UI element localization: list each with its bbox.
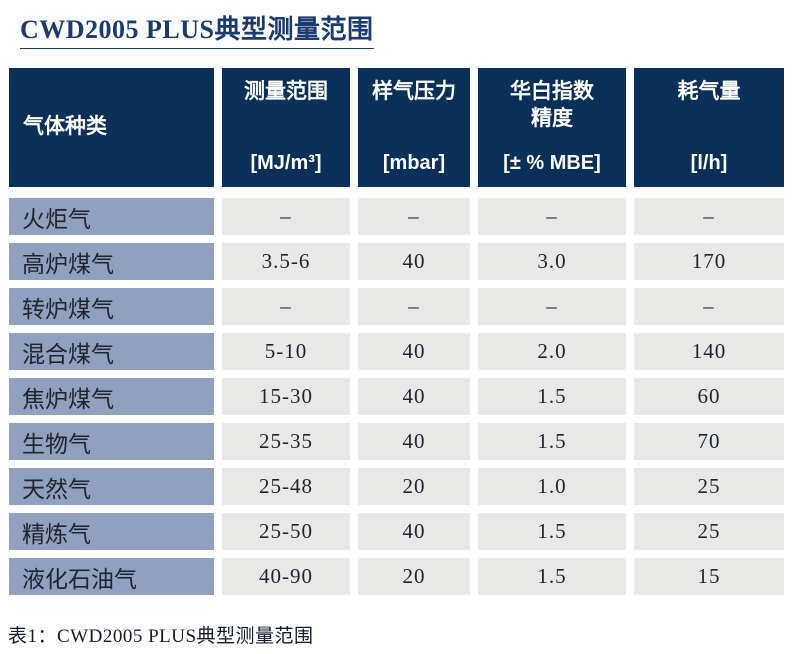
value-cell: – bbox=[222, 198, 350, 235]
col-header-unit: [mbar] bbox=[382, 152, 446, 174]
value-cell: 40 bbox=[358, 513, 470, 550]
value-cell: – bbox=[358, 198, 470, 235]
value-cell: – bbox=[478, 198, 626, 235]
gas-type-cell: 焦炉煤气 bbox=[9, 378, 214, 415]
value-cell: 1.0 bbox=[478, 468, 626, 505]
gas-type-cell: 混合煤气 bbox=[9, 333, 214, 370]
gas-type-cell: 精炼气 bbox=[9, 513, 214, 550]
measurement-table: 气体种类 测量范围 [MJ/m³] 样气压力 [mbar] 华白指数 精度 [±… bbox=[9, 68, 800, 595]
col-header-unit: [l/h] bbox=[690, 152, 728, 174]
table-caption: 表1：CWD2005 PLUS典型测量范围 bbox=[8, 626, 314, 647]
value-cell: 1.5 bbox=[478, 558, 626, 595]
gas-type-cell: 火炬气 bbox=[9, 198, 214, 235]
value-cell: – bbox=[634, 288, 784, 325]
value-cell: 140 bbox=[634, 333, 784, 370]
value-cell: 15-30 bbox=[222, 378, 350, 415]
col-header-label: 样气压力 bbox=[372, 80, 456, 103]
value-cell: 25-50 bbox=[222, 513, 350, 550]
value-cell: 25 bbox=[634, 468, 784, 505]
value-cell: 70 bbox=[634, 423, 784, 460]
col-header-unit: [MJ/m³] bbox=[250, 152, 322, 174]
value-cell: 170 bbox=[634, 243, 784, 280]
value-cell: 40 bbox=[358, 333, 470, 370]
value-cell: – bbox=[478, 288, 626, 325]
col-header-label: 华白指数 精度 bbox=[510, 80, 594, 131]
value-cell: 60 bbox=[634, 378, 784, 415]
col-header-sample-pressure: 样气压力 [mbar] bbox=[358, 68, 470, 187]
gas-type-cell: 液化石油气 bbox=[9, 558, 214, 595]
col-header-label: 测量范围 bbox=[244, 80, 328, 103]
col-header-wobbe-accuracy: 华白指数 精度 [± % MBE] bbox=[478, 68, 626, 187]
value-cell: 25-35 bbox=[222, 423, 350, 460]
col-header-label: 耗气量 bbox=[677, 80, 741, 103]
col-header-measure-range: 测量范围 [MJ/m³] bbox=[222, 68, 350, 187]
value-cell: – bbox=[222, 288, 350, 325]
value-cell: 40 bbox=[358, 378, 470, 415]
value-cell: 1.5 bbox=[478, 423, 626, 460]
value-cell: 25-48 bbox=[222, 468, 350, 505]
col-header-gas-type: 气体种类 bbox=[9, 68, 214, 187]
value-cell: 40 bbox=[358, 243, 470, 280]
value-cell: 3.0 bbox=[478, 243, 626, 280]
value-cell: – bbox=[358, 288, 470, 325]
gas-type-cell: 生物气 bbox=[9, 423, 214, 460]
gas-type-cell: 转炉煤气 bbox=[9, 288, 214, 325]
col-header-label: 气体种类 bbox=[23, 114, 107, 138]
value-cell: 2.0 bbox=[478, 333, 626, 370]
value-cell: 3.5-6 bbox=[222, 243, 350, 280]
gas-type-cell: 高炉煤气 bbox=[9, 243, 214, 280]
col-header-unit: [± % MBE] bbox=[503, 152, 601, 174]
value-cell: 40-90 bbox=[222, 558, 350, 595]
value-cell: 1.5 bbox=[478, 378, 626, 415]
gas-type-cell: 天然气 bbox=[9, 468, 214, 505]
value-cell: 20 bbox=[358, 558, 470, 595]
col-header-gas-consumption: 耗气量 [l/h] bbox=[634, 68, 784, 187]
value-cell: – bbox=[634, 198, 784, 235]
value-cell: 1.5 bbox=[478, 513, 626, 550]
value-cell: 15 bbox=[634, 558, 784, 595]
value-cell: 40 bbox=[358, 423, 470, 460]
page-title: CWD2005 PLUS典型测量范围 bbox=[20, 9, 374, 49]
value-cell: 5-10 bbox=[222, 333, 350, 370]
value-cell: 25 bbox=[634, 513, 784, 550]
value-cell: 20 bbox=[358, 468, 470, 505]
